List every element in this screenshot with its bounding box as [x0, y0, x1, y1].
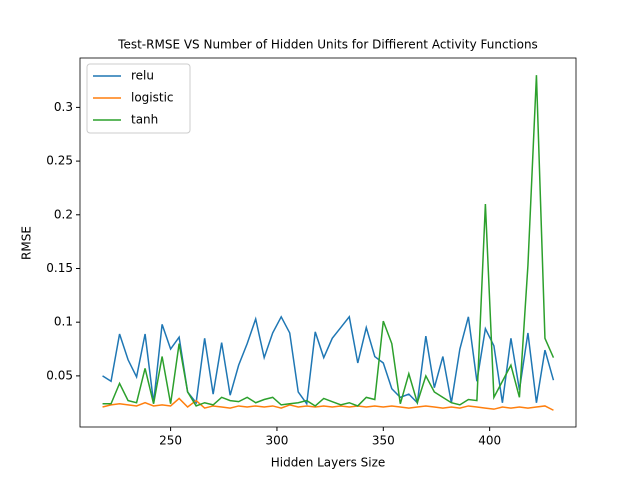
- y-tick-label: 0.25: [46, 154, 73, 168]
- x-tick-label: 250: [159, 434, 182, 448]
- legend-label: relu: [131, 69, 154, 83]
- chart-title: Test-RMSE VS Number of Hidden Units for …: [117, 38, 538, 52]
- y-tick-label: 0.15: [46, 261, 73, 275]
- series-line: [102, 75, 555, 407]
- legend-box: [86, 63, 191, 134]
- legend-label: logistic: [131, 91, 174, 105]
- y-tick-label: 0.3: [54, 100, 73, 114]
- x-tick-label: 350: [372, 434, 395, 448]
- y-axis-label: RMSE: [20, 226, 34, 260]
- series-line: [102, 315, 555, 406]
- plot-frame: [79, 57, 577, 428]
- x-tick-label: 400: [478, 434, 501, 448]
- y-tick-label: 0.2: [54, 207, 73, 221]
- x-axis-label: Hidden Layers Size: [271, 456, 386, 470]
- y-tick-label: 0.05: [46, 368, 73, 382]
- legend-label: tanh: [131, 113, 158, 127]
- x-tick-label: 300: [266, 434, 289, 448]
- series-line: [102, 397, 554, 411]
- y-tick-label: 0.1: [54, 315, 73, 329]
